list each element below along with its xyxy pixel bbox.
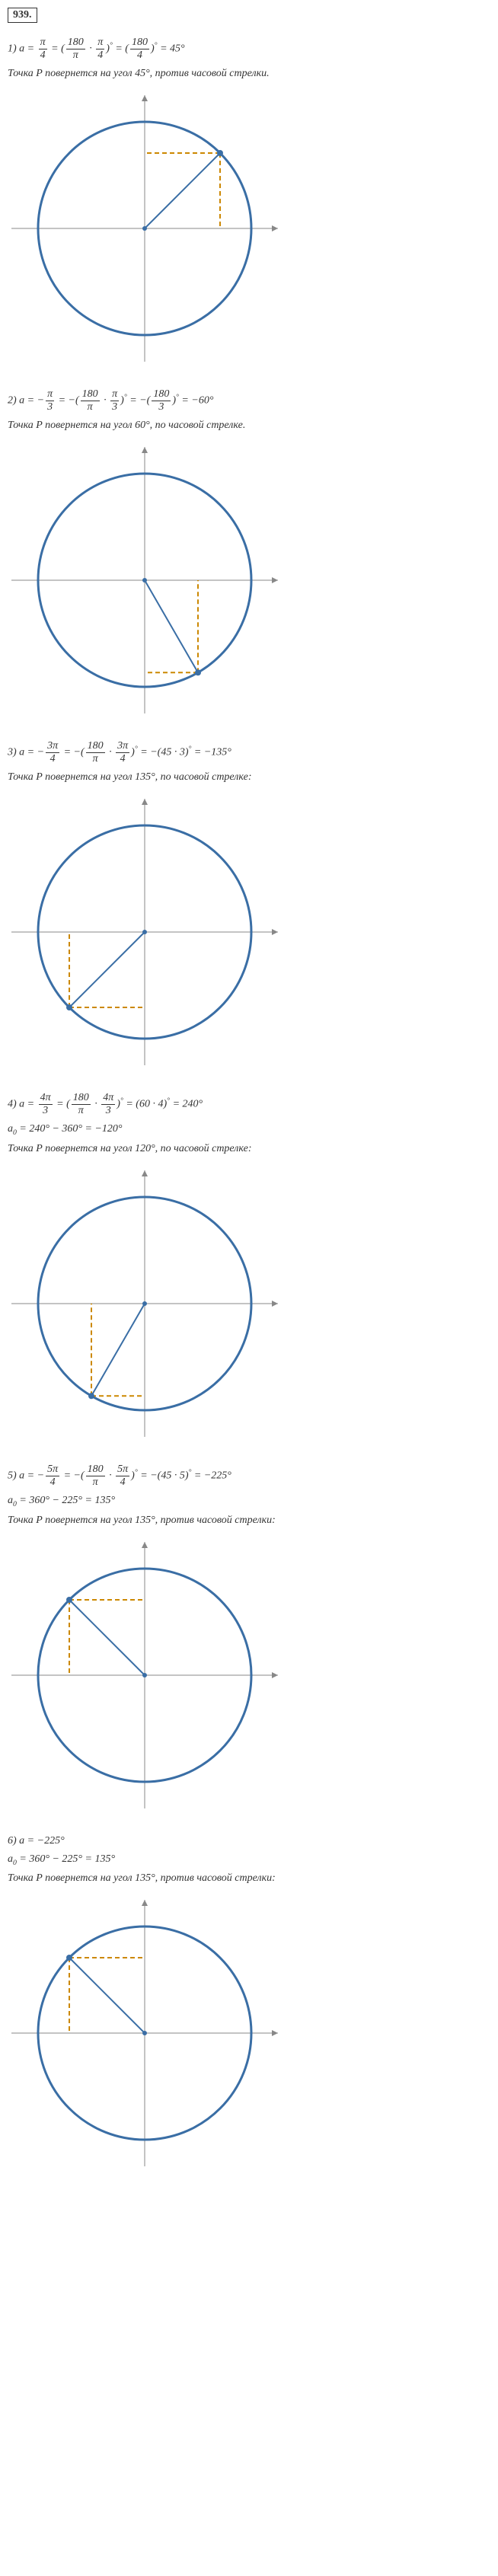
description: Точка P повернется на угол 60°, по часов… — [8, 420, 498, 432]
circle-diagram-svg — [8, 1538, 282, 1812]
problem-item: 4) a = 4π3 = (180π · 4π3)° = (60 · 4)° =… — [8, 1092, 498, 1441]
sub-equation: a0 = 240° − 360° = −120° — [8, 1123, 498, 1137]
equation: 1) a = π4 = (180π · π4)° = (1804)° = 45° — [8, 37, 498, 62]
circle-diagram-svg — [8, 1896, 282, 2170]
circle-diagram-svg — [8, 1167, 282, 1441]
description: Точка P повернется на угол 45°, против ч… — [8, 68, 498, 80]
circle-diagram — [8, 1538, 498, 1812]
equation: 5) a = −5π4 = −(180π · 5π4)° = −(45 · 5)… — [8, 1464, 498, 1489]
circle-diagram — [8, 91, 498, 365]
equation: 2) a = −π3 = −(180π · π3)° = −(1803)° = … — [8, 388, 498, 413]
problem-number: 939. — [8, 8, 37, 23]
problem-item: 6) a = −225° a0 = 360° − 225° = 135° Точка… — [8, 1835, 498, 2171]
sub-equation: a0 = 360° − 225° = 135° — [8, 1853, 498, 1867]
description: Точка P повернется на угол 135°, по часо… — [8, 771, 498, 784]
circle-diagram — [8, 795, 498, 1069]
problem-item: 3) a = −3π4 = −(180π · 3π4)° = −(45 · 3)… — [8, 740, 498, 1069]
problem-item: 2) a = −π3 = −(180π · π3)° = −(1803)° = … — [8, 388, 498, 717]
circle-diagram-svg — [8, 91, 282, 365]
circle-diagram-svg — [8, 795, 282, 1069]
circle-diagram — [8, 1896, 498, 2170]
circle-diagram — [8, 443, 498, 717]
problems-container: 1) a = π4 = (180π · π4)° = (1804)° = 45°… — [8, 37, 498, 2170]
equation: 4) a = 4π3 = (180π · 4π3)° = (60 · 4)° =… — [8, 1092, 498, 1117]
problem-item: 5) a = −5π4 = −(180π · 5π4)° = −(45 · 5)… — [8, 1464, 498, 1812]
problem-item: 1) a = π4 = (180π · π4)° = (1804)° = 45°… — [8, 37, 498, 365]
description: Точка P повернется на угол 120°, по часо… — [8, 1143, 498, 1155]
equation: 3) a = −3π4 = −(180π · 3π4)° = −(45 · 3)… — [8, 740, 498, 765]
circle-diagram — [8, 1167, 498, 1441]
circle-diagram-svg — [8, 443, 282, 717]
sub-equation: a0 = 360° − 225° = 135° — [8, 1495, 498, 1508]
description: Точка P повернется на угол 135°, против … — [8, 1515, 498, 1527]
equation: 6) a = −225° — [8, 1835, 498, 1847]
description: Точка P повернется на угол 135°, против … — [8, 1872, 498, 1885]
